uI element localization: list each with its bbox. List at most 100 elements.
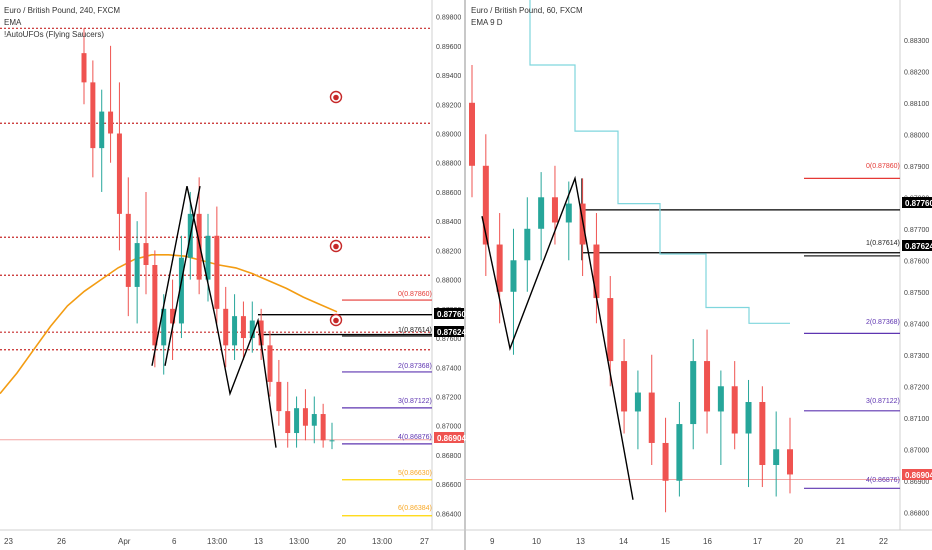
left-candle-body: [108, 111, 114, 134]
left-y-tick-0: 0.89800: [436, 15, 461, 22]
right-fib-label-1: 1(0.87614): [866, 240, 900, 247]
right-candle-body: [565, 203, 572, 223]
right-x-tick-9: 22: [879, 537, 888, 546]
left-y-tick-15: 0.86800: [436, 453, 461, 460]
left-candle-body: [81, 53, 87, 83]
ufo-icon-core: [333, 94, 339, 101]
left-fib-label-5: 5(0.86630): [398, 470, 432, 477]
right-candle-body: [787, 449, 793, 475]
left-candle-body: [311, 414, 317, 426]
left-level-badge-0877760: [434, 308, 464, 319]
right-y-tick-14: 0.86900: [904, 479, 929, 486]
left-indicator-ema-label: EMA: [4, 18, 22, 27]
right-y-tick-11: 0.87200: [904, 384, 929, 391]
right-y-tick-7: 0.87600: [904, 258, 929, 265]
left-zigzag-inner[interactable]: [164, 185, 201, 366]
left-candle-body: [178, 257, 184, 324]
left-candle-body: [302, 408, 308, 426]
left-chart-panel[interactable]: 0.89800 0.89600 0.89400 0.89200 0.89000 0.888…: [0, 0, 464, 550]
left-y-tick-2: 0.89400: [436, 73, 461, 80]
left-candle-body: [161, 308, 167, 346]
right-candle-body: [745, 402, 752, 434]
left-zigzag-pattern[interactable]: [151, 185, 277, 448]
left-x-tick-7: 20: [337, 537, 346, 546]
panel-divider[interactable]: [464, 0, 466, 550]
right-chart-title: Euro / British Pound, 60, FXCM: [471, 6, 583, 15]
left-candle-body: [196, 213, 202, 280]
right-candle-body: [482, 165, 489, 245]
ufo-zone-top-icon[interactable]: [329, 90, 343, 104]
left-fib-label-1: 1(0.87614): [398, 327, 432, 334]
ufo-zone-low-icon[interactable]: [329, 313, 343, 327]
right-y-tick-6: 0.87700: [904, 227, 929, 234]
right-y-tick-15: 0.86800: [904, 510, 929, 517]
right-fib-label-3: 3(0.87122): [866, 398, 900, 405]
right-candle-body: [759, 402, 766, 466]
left-price-axis[interactable]: [432, 0, 464, 550]
right-candle-body: [621, 361, 628, 412]
left-y-tick-1: 0.89600: [436, 44, 461, 51]
right-x-tick-5: 16: [703, 537, 712, 546]
right-y-tick-3: 0.88000: [904, 132, 929, 139]
left-fib-label-4: 4(0.86876): [398, 434, 432, 441]
ufo-icon-core: [333, 317, 339, 324]
right-candle-body: [648, 392, 655, 443]
right-candle-body: [538, 197, 545, 229]
left-level-badge-0877760-text: 0.87760: [437, 310, 466, 319]
right-level-badge-087624-text: 0.87624: [905, 242, 932, 251]
right-y-tick-0: 0.88300: [904, 38, 929, 45]
left-x-tick-8: 13:00: [372, 537, 393, 546]
left-y-tick-17: 0.86400: [436, 511, 461, 518]
left-x-tick-5: 13: [254, 537, 263, 546]
right-candle-body: [717, 386, 724, 412]
right-y-tick-2: 0.88100: [904, 101, 929, 108]
right-x-tick-8: 21: [836, 537, 845, 546]
left-fib-label-0: 0(0.87860): [398, 291, 432, 298]
left-candle-body: [99, 111, 105, 149]
right-y-tick-1: 0.88200: [904, 69, 929, 76]
right-chart-panel[interactable]: 0.883000.882000.881000.880000.879000.878…: [466, 0, 932, 550]
right-level-badge-087624: [902, 240, 932, 251]
right-candle-body: [496, 244, 503, 292]
left-x-tick-2: Apr: [118, 537, 131, 546]
left-candle-body: [240, 316, 246, 339]
right-y-tick-13: 0.87000: [904, 447, 929, 454]
left-candle-body: [205, 235, 211, 280]
left-candle-body: [285, 411, 291, 434]
left-x-tick-0: 23: [4, 537, 13, 546]
left-y-tick-7: 0.88400: [436, 219, 461, 226]
left-x-tick-3: 6: [172, 537, 177, 546]
left-current-price-text: 0.86904: [437, 434, 466, 443]
left-ema-line[interactable]: [0, 254, 338, 395]
right-candle-body: [551, 197, 558, 223]
left-x-tick-9: 27: [420, 537, 429, 546]
left-candle-body: [90, 82, 96, 149]
right-ema9d-step-line[interactable]: [529, 0, 790, 324]
right-y-tick-8: 0.87500: [904, 290, 929, 297]
right-candle-body: [690, 361, 697, 425]
right-candle-body: [607, 298, 614, 362]
left-y-tick-16: 0.86600: [436, 482, 461, 489]
left-candle-body: [329, 440, 335, 442]
right-current-price-text: 0.86904: [905, 471, 932, 480]
ufo-icon-core: [333, 243, 339, 250]
right-fib-label-4: 4(0.86876): [866, 477, 900, 484]
ufo-zone-mid-icon[interactable]: [329, 239, 343, 253]
right-y-tick-10: 0.87300: [904, 353, 929, 360]
left-x-tick-6: 13:00: [289, 537, 310, 546]
right-candle-body: [773, 449, 780, 466]
left-y-tick-14: 0.87000: [436, 424, 461, 431]
left-x-tick-1: 26: [57, 537, 66, 546]
left-indicator-autoufos-label: !AutoUFOs (Flying Saucers): [4, 30, 104, 39]
right-x-tick-4: 15: [661, 537, 670, 546]
right-x-tick-1: 10: [532, 537, 541, 546]
left-candle-body: [223, 308, 229, 346]
right-fib-label-0: 0(0.87860): [866, 163, 900, 170]
right-zigzag-pattern[interactable]: [481, 175, 634, 500]
right-price-axis[interactable]: [900, 0, 932, 550]
right-y-tick-9: 0.87400: [904, 321, 929, 328]
left-candle-body: [249, 320, 255, 339]
right-y-tick-4: 0.87900: [904, 164, 929, 171]
right-fib-label-2: 2(0.87368): [866, 319, 900, 326]
